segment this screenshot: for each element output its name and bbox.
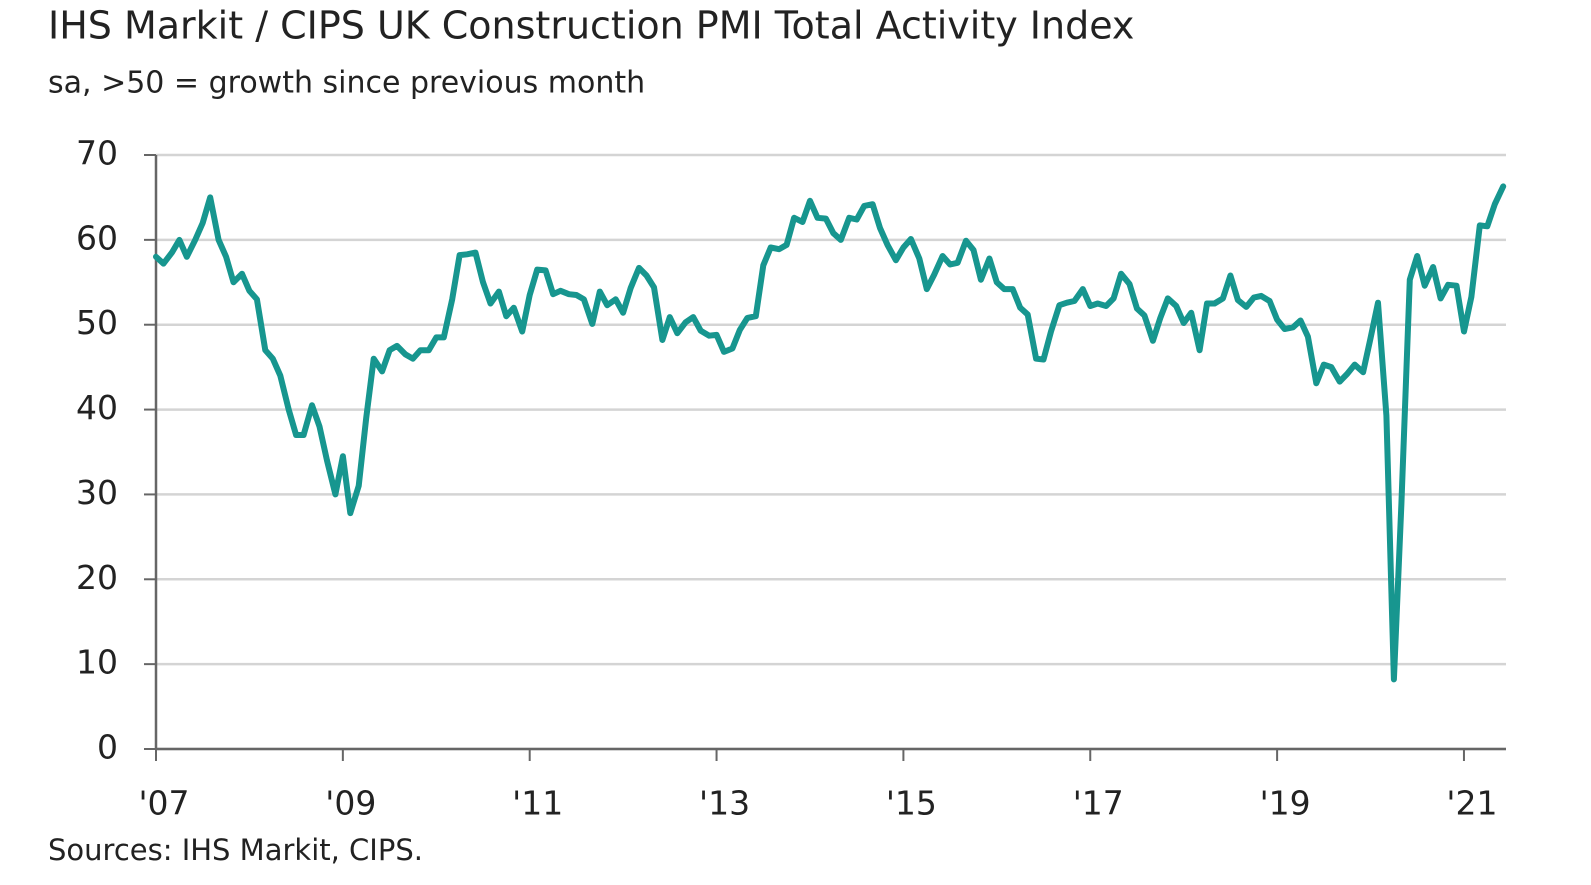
x-tick-label: '11 — [512, 784, 563, 823]
data-line — [153, 183, 1507, 683]
y-tick-label: 0 — [97, 728, 118, 767]
y-tick-label: 30 — [76, 473, 118, 512]
source-note: Sources: IHS Markit, CIPS. — [48, 833, 423, 867]
y-tick-label: 10 — [76, 643, 118, 682]
x-tick-label: '17 — [1073, 784, 1124, 823]
y-tick-label: 70 — [76, 134, 118, 173]
x-tick-label: '21 — [1446, 784, 1497, 823]
x-tick-label: '13 — [699, 784, 750, 823]
y-tick-label: 60 — [76, 218, 118, 257]
y-tick-label: 40 — [76, 388, 118, 427]
chart-title: IHS Markit / CIPS UK Construction PMI To… — [48, 4, 1134, 48]
y-tick-label: 50 — [76, 303, 118, 342]
x-tick-label: '15 — [886, 784, 937, 823]
y-tick-label: 20 — [76, 558, 118, 597]
x-tick-label: '19 — [1260, 784, 1311, 823]
chart-subtitle: sa, >50 = growth since previous month — [48, 66, 645, 101]
x-tick-label: '09 — [325, 784, 376, 823]
x-tick-label: '07 — [138, 784, 189, 823]
